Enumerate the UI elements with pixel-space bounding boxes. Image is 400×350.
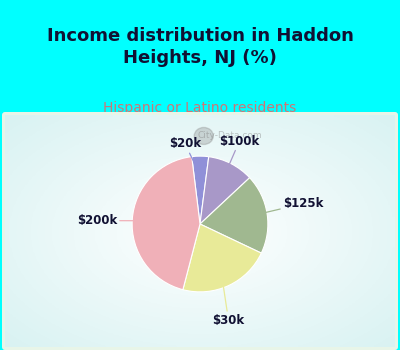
Text: $20k: $20k: [169, 138, 201, 173]
Text: $200k: $200k: [77, 214, 148, 227]
Wedge shape: [132, 157, 200, 290]
Wedge shape: [192, 156, 209, 224]
Text: Hispanic or Latino residents: Hispanic or Latino residents: [103, 101, 297, 115]
Wedge shape: [200, 157, 250, 224]
Text: $30k: $30k: [212, 271, 244, 327]
Wedge shape: [200, 178, 268, 253]
Text: Income distribution in Haddon
Heights, NJ (%): Income distribution in Haddon Heights, N…: [46, 27, 354, 67]
Text: $125k: $125k: [251, 197, 323, 216]
FancyBboxPatch shape: [2, 112, 398, 350]
Circle shape: [194, 127, 213, 145]
Text: City-Data.com: City-Data.com: [198, 131, 262, 140]
Wedge shape: [183, 224, 261, 292]
Text: $100k: $100k: [219, 135, 260, 178]
